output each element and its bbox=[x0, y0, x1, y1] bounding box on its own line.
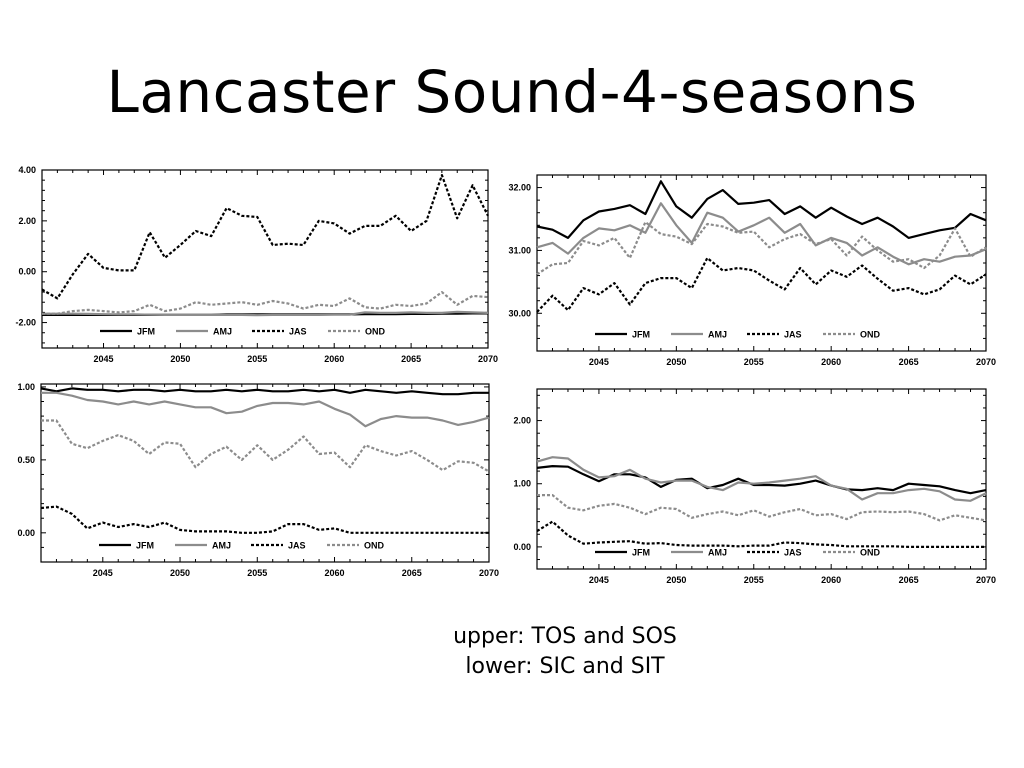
series-line-jas bbox=[40, 505, 489, 534]
x-tick-label: 2065 bbox=[402, 568, 422, 578]
y-tick-label: 1.00 bbox=[17, 382, 35, 392]
caption-line-lower: lower: SIC and SIT bbox=[465, 654, 665, 679]
legend-label-ond: OND bbox=[860, 330, 881, 340]
legend-label-jfm: JFM bbox=[137, 327, 155, 337]
legend-label-jfm: JFM bbox=[632, 548, 650, 558]
x-tick-label: 2070 bbox=[976, 357, 996, 367]
y-tick-label: 2.00 bbox=[18, 216, 36, 226]
x-tick-label: 2045 bbox=[93, 568, 113, 578]
x-tick-label: 2045 bbox=[589, 575, 609, 585]
series-line-amj bbox=[42, 310, 489, 317]
x-tick-label: 2070 bbox=[478, 354, 498, 364]
legend-label-amj: AMJ bbox=[212, 541, 231, 551]
series-line-amj bbox=[536, 456, 987, 502]
y-tick-label: 30.00 bbox=[508, 308, 531, 318]
plot-frame bbox=[536, 388, 987, 570]
y-tick-label: 1.00 bbox=[513, 479, 531, 489]
chart-sic-svg: 2045 2050 2055 2060 2065 2070 0.00 0.50 1.00 JFM A… bbox=[17, 382, 499, 578]
legend-label-jas: JAS bbox=[784, 548, 802, 558]
x-tick-label: 2065 bbox=[899, 575, 919, 585]
x-tick-label: 2055 bbox=[247, 568, 267, 578]
series-line-jas bbox=[536, 256, 987, 313]
series-line-jfm bbox=[40, 387, 489, 396]
series-line-ond bbox=[537, 493, 987, 522]
caption: upper: TOS and SOS lower: SIC and SIT bbox=[365, 622, 765, 682]
x-tick-label: 2050 bbox=[666, 357, 686, 367]
caption-line-upper: upper: TOS and SOS bbox=[453, 624, 677, 649]
legend-label-ond: OND bbox=[860, 548, 881, 558]
x-tick-label: 2045 bbox=[94, 354, 114, 364]
x-tick-label: 2065 bbox=[401, 354, 421, 364]
plot-frame bbox=[40, 383, 490, 563]
legend-label-jfm: JFM bbox=[136, 541, 154, 551]
chart-sit-svg: 2045 2050 2055 2060 2065 2070 0.00 1.00 2.00 JFM A… bbox=[513, 388, 996, 585]
x-tick-label: 2050 bbox=[666, 575, 686, 585]
series-line-amj bbox=[41, 391, 490, 428]
legend-label-amj: AMJ bbox=[708, 330, 727, 340]
series-line-amj bbox=[536, 202, 987, 266]
series-line-ond bbox=[41, 419, 490, 473]
chart-sos-svg: 2045 2050 2055 2060 2065 2070 30.00 31.00 32.00 J… bbox=[508, 174, 996, 367]
series-line-ond bbox=[42, 291, 489, 315]
legend-label-ond: OND bbox=[365, 327, 386, 337]
slide-title: Lancaster Sound-4-seasons bbox=[106, 58, 918, 126]
chart-panel-sos: 2045 2050 2055 2060 2065 2070 30.00 31.00 32.00 J… bbox=[500, 172, 1000, 378]
y-tick-label: 32.00 bbox=[508, 183, 531, 193]
x-tick-label: 2045 bbox=[589, 357, 609, 367]
x-tick-label: 2070 bbox=[976, 575, 996, 585]
y-tick-label: 2.00 bbox=[513, 416, 531, 426]
y-tick-label: -2.00 bbox=[15, 318, 36, 328]
x-tick-label: 2050 bbox=[170, 568, 190, 578]
legend-label-jas: JAS bbox=[289, 327, 307, 337]
chart-panel-sic: 2045 2050 2055 2060 2065 2070 0.00 0.50 1.00 JFM A… bbox=[4, 378, 500, 588]
x-tick-label: 2055 bbox=[247, 354, 267, 364]
series-line-ond bbox=[536, 220, 987, 276]
x-tick-label: 2060 bbox=[821, 575, 841, 585]
x-tick-label: 2055 bbox=[744, 575, 764, 585]
x-tick-label: 2060 bbox=[325, 568, 345, 578]
legend-label-amj: AMJ bbox=[708, 548, 727, 558]
y-tick-label: 4.00 bbox=[18, 165, 36, 175]
chart-tos-svg: 2045 2050 2055 2060 2065 2070 -2.00 0.00 2.00 4.0… bbox=[15, 165, 498, 364]
y-tick-label: 0.00 bbox=[513, 542, 531, 552]
legend-label-amj: AMJ bbox=[213, 327, 232, 337]
x-tick-label: 2060 bbox=[324, 354, 344, 364]
y-tick-label: 0.00 bbox=[17, 528, 35, 538]
x-tick-label: 2055 bbox=[744, 357, 764, 367]
legend-label-ond: OND bbox=[364, 541, 385, 551]
x-tick-label: 2070 bbox=[479, 568, 499, 578]
legend-label-jfm: JFM bbox=[632, 330, 650, 340]
y-tick-label: 31.00 bbox=[508, 245, 531, 255]
legend-label-jas: JAS bbox=[288, 541, 306, 551]
series-line-jfm bbox=[536, 180, 987, 240]
y-tick-label: 0.50 bbox=[17, 455, 35, 465]
x-tick-label: 2060 bbox=[821, 357, 841, 367]
chart-panel-sit: 2045 2050 2055 2060 2065 2070 0.00 1.00 2.00 JFM A… bbox=[500, 386, 1000, 594]
x-tick-label: 2065 bbox=[899, 357, 919, 367]
chart-panel-tos: 2045 2050 2055 2060 2065 2070 -2.00 0.00 2.00 4.0… bbox=[4, 160, 500, 375]
y-tick-label: 0.00 bbox=[18, 267, 36, 277]
series-line-jas bbox=[41, 174, 489, 300]
legend-label-jas: JAS bbox=[784, 330, 802, 340]
plot-frame bbox=[41, 169, 489, 349]
x-tick-label: 2050 bbox=[170, 354, 190, 364]
series-line-jas bbox=[536, 520, 986, 548]
